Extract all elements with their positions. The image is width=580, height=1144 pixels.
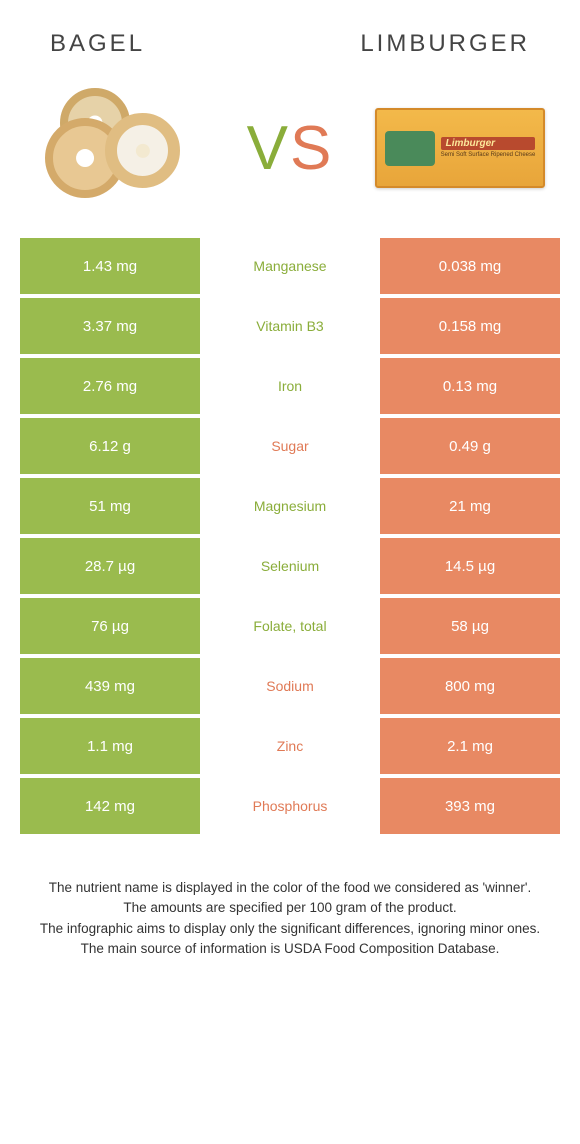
cell-right-value: 2.1 mg [380, 718, 560, 774]
cell-right-value: 14.5 µg [380, 538, 560, 594]
cell-left-value: 6.12 g [20, 418, 200, 474]
title-left: BAGEL [50, 30, 145, 58]
table-row: 6.12 gSugar0.49 g [20, 418, 560, 474]
table-row: 1.43 mgManganese0.038 mg [20, 238, 560, 294]
cell-left-value: 76 µg [20, 598, 200, 654]
limburger-brand: Limburger [441, 137, 536, 150]
cell-nutrient-name: Folate, total [200, 598, 380, 654]
cell-right-value: 393 mg [380, 778, 560, 834]
table-row: 3.37 mgVitamin B30.158 mg [20, 298, 560, 354]
cell-nutrient-name: Sodium [200, 658, 380, 714]
table-row: 51 mgMagnesium21 mg [20, 478, 560, 534]
cell-right-value: 0.49 g [380, 418, 560, 474]
bagel-illustration [30, 88, 210, 208]
table-row: 142 mgPhosphorus393 mg [20, 778, 560, 834]
table-row: 439 mgSodium800 mg [20, 658, 560, 714]
table-row: 76 µgFolate, total58 µg [20, 598, 560, 654]
cell-right-value: 0.13 mg [380, 358, 560, 414]
footer-notes: The nutrient name is displayed in the co… [0, 838, 580, 959]
comparison-table: 1.43 mgManganese0.038 mg3.37 mgVitamin B… [0, 238, 580, 834]
header-row: BAGEL LIMBURGER [0, 0, 580, 68]
cell-left-value: 51 mg [20, 478, 200, 534]
cell-nutrient-name: Phosphorus [200, 778, 380, 834]
footer-line-2: The amounts are specified per 100 gram o… [20, 898, 560, 918]
cell-right-value: 0.158 mg [380, 298, 560, 354]
cell-right-value: 800 mg [380, 658, 560, 714]
table-row: 1.1 mgZinc2.1 mg [20, 718, 560, 774]
cell-nutrient-name: Iron [200, 358, 380, 414]
cell-nutrient-name: Zinc [200, 718, 380, 774]
cell-nutrient-name: Vitamin B3 [200, 298, 380, 354]
vs-s: S [290, 114, 333, 183]
cell-left-value: 2.76 mg [20, 358, 200, 414]
vs-v: V [247, 114, 290, 183]
footer-line-4: The main source of information is USDA F… [20, 939, 560, 959]
cell-left-value: 28.7 µg [20, 538, 200, 594]
cell-nutrient-name: Sugar [200, 418, 380, 474]
limburger-illustration: Limburger Semi Soft Surface Ripened Chee… [370, 88, 550, 208]
cell-left-value: 3.37 mg [20, 298, 200, 354]
cell-left-value: 142 mg [20, 778, 200, 834]
cell-right-value: 58 µg [380, 598, 560, 654]
cell-nutrient-name: Selenium [200, 538, 380, 594]
cell-nutrient-name: Magnesium [200, 478, 380, 534]
cell-right-value: 21 mg [380, 478, 560, 534]
cell-nutrient-name: Manganese [200, 238, 380, 294]
cell-right-value: 0.038 mg [380, 238, 560, 294]
cell-left-value: 1.1 mg [20, 718, 200, 774]
table-row: 2.76 mgIron0.13 mg [20, 358, 560, 414]
vs-label: VS [247, 113, 334, 184]
cell-left-value: 1.43 mg [20, 238, 200, 294]
footer-line-1: The nutrient name is displayed in the co… [20, 878, 560, 898]
cell-left-value: 439 mg [20, 658, 200, 714]
footer-line-3: The infographic aims to display only the… [20, 919, 560, 939]
table-row: 28.7 µgSelenium14.5 µg [20, 538, 560, 594]
hero-row: VS Limburger Semi Soft Surface Ripened C… [0, 68, 580, 238]
title-right: LIMBURGER [360, 30, 530, 58]
